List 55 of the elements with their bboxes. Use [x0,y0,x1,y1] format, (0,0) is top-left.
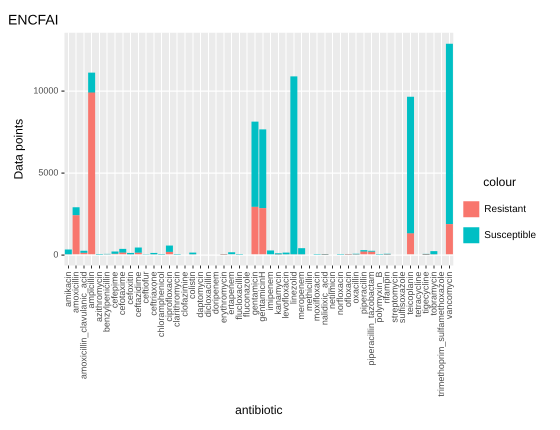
x-tick-label: daptomycin [195,272,206,318]
bar [407,233,414,254]
x-tick-label: cefoxitin [125,272,136,305]
y-axis-title: Data points [12,118,26,180]
x-tick-label: gentamicin [249,272,260,316]
x-tick-label: doripenem [210,272,221,314]
x-tick-label: levofloxacin [280,272,291,319]
x-tick-label: imipenem [265,272,276,311]
x-tick-label: cefotaxime [117,272,128,316]
x-tick-label: ceftriaxone [148,272,158,316]
bar [72,207,80,216]
y-tick-label: 5000 [38,167,58,178]
x-tick-label: sulfisoxazole [397,272,408,324]
x-tick-label: piperacillin [358,272,368,314]
chart-title: ENCFAI [8,11,59,28]
x-tick-label: tigecycline [420,272,431,314]
x-tick-label: nalidixic_acid [319,272,330,326]
y-tick-label: 0 [53,249,58,260]
x-tick-label: ofloxacin [342,272,353,308]
x-tick-label: fluconazole [242,272,252,318]
bar [446,224,453,254]
bar [166,252,173,254]
legend-label: Susceptible [484,230,536,241]
x-tick-label: ampicillin [86,272,96,309]
bar [446,44,453,224]
x-tick-label: colistin [187,272,198,300]
x-tick-label: amoxicillin_clavulanic_acid [78,272,88,380]
x-tick-label: benzylpenicillin [102,272,112,332]
x-tick-label: ceftiofur [140,272,151,304]
x-axis-title: antibiotic [235,403,283,418]
x-tick-label: vancomycin [444,272,454,320]
bar [166,246,173,252]
legend-title: colour [483,175,516,190]
x-tick-label: teicoplanin [405,272,416,315]
x-tick-label: moxifloxacin [312,272,322,322]
bar [64,249,72,254]
x-tick-label: rifampin [382,272,392,304]
bar [88,72,96,92]
x-tick-label: chloramphenicol [156,272,166,338]
bar [134,248,142,253]
x-tick-label: amikacin [62,272,73,308]
legend-label: Resistant [484,204,526,215]
x-tick-label: piperacillin_tazobactam [366,272,376,366]
x-tick-label: amoxicillin [70,272,81,314]
x-tick-label: clarithromycin [172,272,182,328]
x-tick-label: ceftazidime [132,272,143,318]
bar [407,96,414,234]
x-tick-label: linezolid [288,272,298,304]
x-tick-label: trimethoprim_sulfamethoxazole [436,272,446,397]
x-tick-label: gentamicinH [257,272,268,322]
x-tick-label: norfloxacin [335,272,346,316]
x-tick-label: oxacillin [350,272,361,304]
x-tick-label: netilmicin [327,272,338,310]
x-tick-label: meropenem [296,272,306,320]
y-tick-label: 10000 [33,85,58,96]
